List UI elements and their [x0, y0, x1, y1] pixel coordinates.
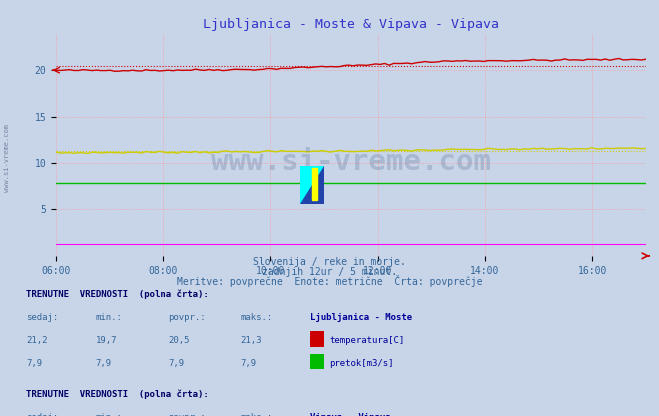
Text: zadnjih 12ur / 5 minut.: zadnjih 12ur / 5 minut. [262, 267, 397, 277]
Text: www.si-vreme.com: www.si-vreme.com [3, 124, 10, 192]
Text: pretok[m3/s]: pretok[m3/s] [330, 359, 394, 368]
Text: maks.:: maks.: [241, 313, 273, 322]
Text: maks.:: maks.: [241, 413, 273, 416]
Text: 7,9: 7,9 [26, 359, 42, 368]
Text: 7,9: 7,9 [168, 359, 184, 368]
Text: povpr.:: povpr.: [168, 313, 206, 322]
Text: temperatura[C]: temperatura[C] [330, 336, 405, 345]
Text: min.:: min.: [96, 413, 123, 416]
Text: Vipava - Vipava: Vipava - Vipava [310, 413, 390, 416]
Polygon shape [300, 166, 324, 204]
Text: 21,2: 21,2 [26, 336, 48, 345]
Text: Slovenija / reke in morje.: Slovenija / reke in morje. [253, 258, 406, 267]
Polygon shape [312, 168, 317, 200]
Text: 7,9: 7,9 [96, 359, 111, 368]
Text: min.:: min.: [96, 313, 123, 322]
Text: 21,3: 21,3 [241, 336, 262, 345]
Text: sedaj:: sedaj: [26, 313, 59, 322]
Text: TRENUTNE  VREDNOSTI  (polna črta):: TRENUTNE VREDNOSTI (polna črta): [26, 290, 209, 300]
Text: 7,9: 7,9 [241, 359, 256, 368]
Text: www.si-vreme.com: www.si-vreme.com [211, 149, 491, 176]
Text: TRENUTNE  VREDNOSTI  (polna črta):: TRENUTNE VREDNOSTI (polna črta): [26, 390, 209, 399]
Text: Meritve: povprečne  Enote: metrične  Črta: povprečje: Meritve: povprečne Enote: metrične Črta:… [177, 275, 482, 287]
Polygon shape [300, 166, 324, 204]
Text: Ljubljanica - Moste: Ljubljanica - Moste [310, 313, 412, 322]
Text: sedaj:: sedaj: [26, 413, 59, 416]
Title: Ljubljanica - Moste & Vipava - Vipava: Ljubljanica - Moste & Vipava - Vipava [203, 18, 499, 31]
Text: 19,7: 19,7 [96, 336, 117, 345]
Text: 20,5: 20,5 [168, 336, 190, 345]
Text: povpr.:: povpr.: [168, 413, 206, 416]
